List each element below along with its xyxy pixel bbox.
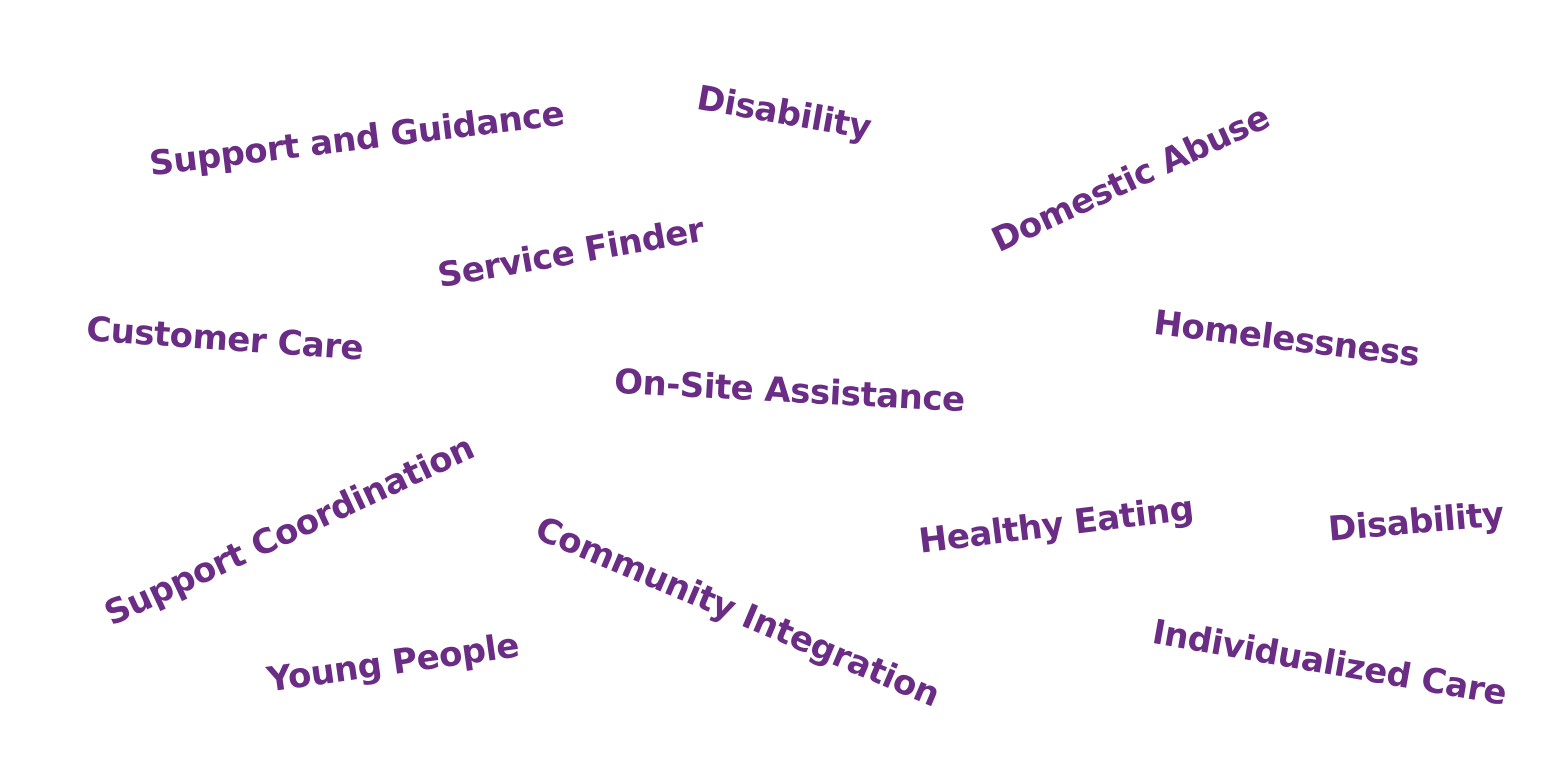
word-young-people: Young People [264, 625, 522, 701]
word-healthy-eating: Healthy Eating [916, 488, 1196, 562]
word-support-coordination: Support Coordination [98, 427, 481, 635]
word-disability-right: Disability [1326, 494, 1506, 550]
word-customer-care: Customer Care [84, 309, 365, 369]
word-domestic-abuse: Domestic Abuse [985, 97, 1276, 261]
word-community-integration: Community Integration [529, 508, 946, 716]
word-support-and-guidance: Support and Guidance [147, 93, 567, 185]
word-homelessness: Homelessness [1151, 302, 1422, 376]
word-disability-top: Disability [693, 78, 874, 148]
word-service-finder: Service Finder [434, 209, 707, 297]
word-individualized-care: Individualized Care [1149, 612, 1510, 714]
word-on-site-assistance: On-Site Assistance [613, 361, 966, 421]
